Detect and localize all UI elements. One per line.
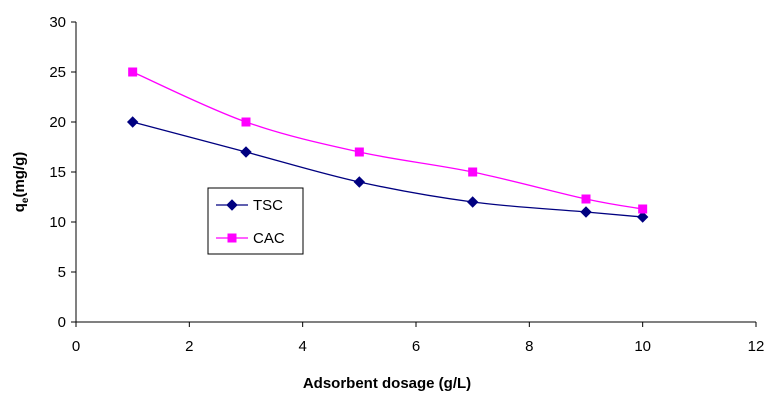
data-point-tsc bbox=[466, 196, 479, 208]
y-tick-label: 25 bbox=[49, 64, 66, 81]
data-point-tsc bbox=[240, 146, 252, 158]
y-tick-label: 20 bbox=[49, 114, 66, 131]
axis-titles: Adsorbent dosage (g/L) qe(mg/g) bbox=[11, 152, 471, 392]
legend-label-cac: CAC bbox=[253, 230, 285, 247]
series-group bbox=[126, 67, 649, 223]
data-point-cac bbox=[241, 117, 251, 127]
data-point-tsc bbox=[126, 116, 139, 128]
x-tick-label: 2 bbox=[185, 338, 193, 355]
x-tick-label: 12 bbox=[748, 338, 764, 355]
series-tsc bbox=[126, 116, 649, 223]
y-axis-title-main: q bbox=[11, 203, 28, 212]
data-point-tsc bbox=[580, 206, 592, 218]
y-axis-title: qe(mg/g) bbox=[11, 152, 31, 213]
data-point-cac bbox=[581, 194, 591, 204]
legend-box bbox=[207, 187, 304, 255]
data-point-cac bbox=[468, 167, 478, 177]
x-tick-label: 8 bbox=[525, 338, 533, 355]
x-axis-title: Adsorbent dosage (g/L) bbox=[303, 375, 471, 392]
y-axis-title-unit: (mg/g) bbox=[11, 152, 28, 198]
legend-marker-tsc bbox=[226, 199, 238, 211]
legend-label-tsc: TSC bbox=[253, 197, 283, 214]
y-tick-label: 30 bbox=[49, 14, 66, 31]
legend-item-tsc: TSC bbox=[216, 197, 283, 214]
data-point-tsc bbox=[636, 211, 649, 223]
y-tick-label: 15 bbox=[49, 164, 66, 181]
axes: 0 5 10 15 20 25 30 0 2 4 6 8 10 12 bbox=[49, 14, 764, 355]
y-tick-label: 5 bbox=[58, 264, 66, 281]
data-point-cac bbox=[638, 204, 648, 214]
series-cac bbox=[128, 67, 648, 214]
x-tick-label: 10 bbox=[634, 338, 651, 355]
y-axis-title-subscript: e bbox=[20, 197, 31, 203]
data-point-tsc bbox=[353, 176, 366, 188]
x-tick-label: 4 bbox=[298, 338, 306, 355]
y-tick-label: 0 bbox=[58, 314, 66, 331]
legend: TSC CAC bbox=[207, 187, 304, 255]
data-point-cac bbox=[354, 147, 364, 157]
y-tick-label: 10 bbox=[49, 214, 66, 231]
data-point-cac bbox=[128, 67, 138, 77]
x-tick-label: 6 bbox=[412, 338, 420, 355]
x-tick-label: 0 bbox=[72, 338, 80, 355]
legend-item-cac: CAC bbox=[216, 230, 285, 247]
legend-marker-cac bbox=[227, 233, 237, 243]
